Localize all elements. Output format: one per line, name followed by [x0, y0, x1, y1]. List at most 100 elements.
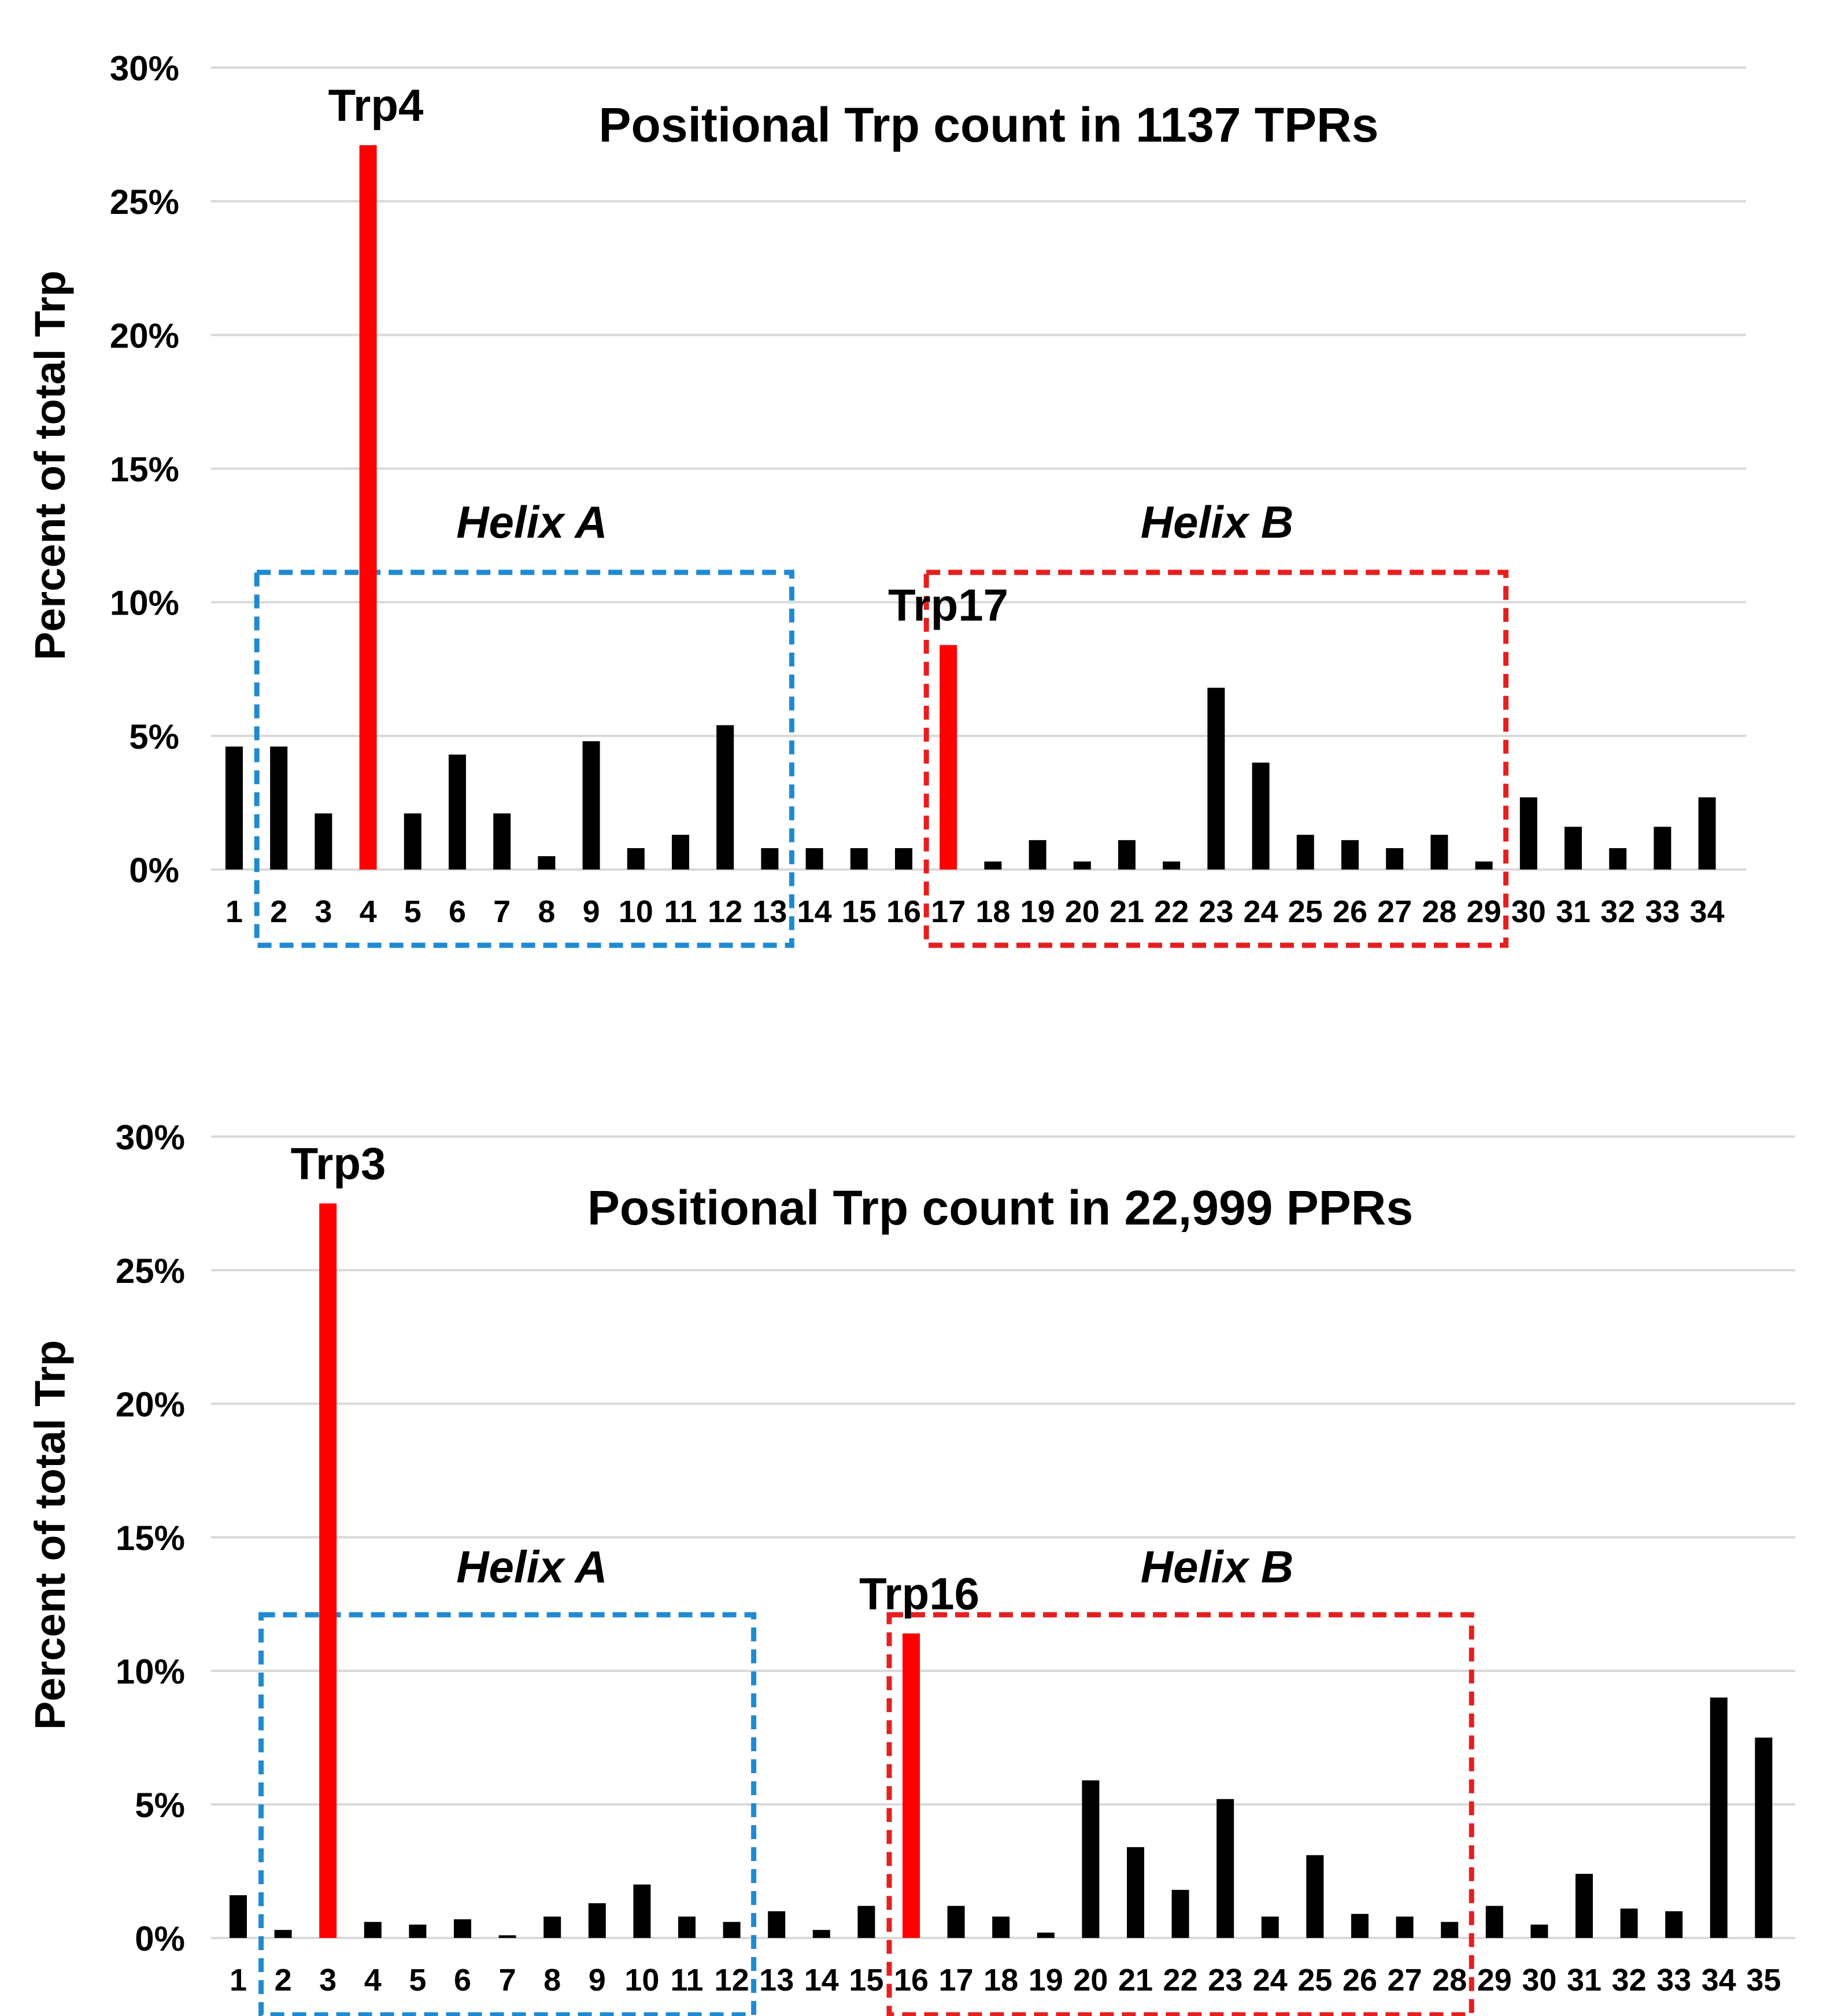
tpr-bar-21 [1118, 840, 1136, 870]
tpr-bar-12 [716, 725, 734, 870]
ppr-x-tick-label-7: 7 [499, 1963, 516, 1997]
ppr-bar-23 [1216, 1799, 1234, 1938]
tpr-x-tick-label-12: 12 [708, 894, 742, 929]
ppr-x-tick-label-23: 23 [1208, 1963, 1242, 1997]
ppr-bar-18 [992, 1917, 1010, 1938]
ppr-x-tick-label-1: 1 [230, 1963, 247, 1997]
ppr-bar-11 [678, 1917, 696, 1938]
tpr-y-tick-label: 5% [129, 717, 179, 756]
ppr-x-tick-label-19: 19 [1029, 1963, 1063, 1997]
ppr-bar-13 [768, 1911, 786, 1938]
ppr-x-tick-label-21: 21 [1118, 1963, 1153, 1997]
ppr-x-tick-label-8: 8 [543, 1963, 561, 1997]
ppr-annotation-trp3: Trp3 [291, 1138, 386, 1189]
ppr-y-tick-label: 0% [135, 1919, 185, 1958]
ppr-x-tick-label-28: 28 [1432, 1963, 1467, 1997]
ppr-bar-34 [1710, 1697, 1728, 1938]
tpr-x-tick-label-19: 19 [1020, 894, 1055, 929]
ppr-bar-16 [903, 1633, 920, 1938]
ppr-x-tick-label-31: 31 [1567, 1963, 1602, 1997]
ppr-chart-title: Positional Trp count in 22,999 PPRs [587, 1181, 1413, 1235]
tpr-annotation-trp4: Trp4 [328, 80, 424, 131]
ppr-bar-1 [230, 1895, 247, 1938]
ppr-y-tick-label: 15% [116, 1519, 185, 1558]
ppr-bar-33 [1665, 1911, 1683, 1938]
ppr-bar-5 [409, 1924, 427, 1938]
ppr-region-box-helix-b [886, 1612, 1474, 2016]
tpr-bar-33 [1654, 827, 1671, 870]
tpr-x-tick-label-18: 18 [975, 894, 1010, 929]
tpr-bar-5 [404, 813, 421, 870]
ppr-region-label-helix-a: Helix A [456, 1541, 608, 1592]
tpr-bar-29 [1475, 861, 1493, 870]
ppr-bar-26 [1351, 1914, 1369, 1938]
ppr-x-tick-label-25: 25 [1297, 1963, 1332, 1997]
tpr-x-tick-label-11: 11 [664, 894, 697, 929]
ppr-x-tick-label-11: 11 [670, 1963, 703, 1997]
tpr-x-tick-label-27: 27 [1377, 894, 1412, 929]
ppr-x-tick-label-17: 17 [939, 1963, 974, 1997]
tpr-bar-15 [850, 848, 868, 870]
ppr-chart-panel: 0%5%10%15%20%25%30% 1 2 3 4 5 6 7 8 9 10 11 12 13 14 1… [26, 1118, 1795, 2016]
ppr-x-tick-label-15: 15 [849, 1963, 883, 1997]
tpr-bar-3 [315, 813, 332, 870]
tpr-annotation-trp17: Trp17 [888, 580, 1008, 631]
ppr-bar-19 [1037, 1932, 1055, 1938]
ppr-x-tick-label-9: 9 [589, 1963, 606, 1997]
tpr-x-tick-label-26: 26 [1333, 894, 1367, 929]
ppr-bar-28 [1441, 1922, 1459, 1938]
tpr-bar-8 [538, 856, 556, 870]
ppr-x-tick-label-3: 3 [319, 1963, 336, 1997]
tpr-x-tick-label-1: 1 [225, 894, 243, 929]
tpr-bar-14 [805, 848, 823, 870]
tpr-x-tick-labels: 1 2 3 4 5 6 7 8 9 10 11 12 13 14 15 16 17 18 19 20 21 22 23 24 2… [225, 894, 1725, 929]
ppr-x-tick-label-26: 26 [1342, 1963, 1377, 1997]
tpr-bar-10 [627, 848, 645, 870]
ppr-bar-25 [1306, 1855, 1324, 1938]
ppr-x-tick-label-6: 6 [454, 1963, 471, 1997]
ppr-bar-4 [364, 1922, 382, 1938]
ppr-x-tick-label-18: 18 [983, 1963, 1018, 1997]
tpr-x-tick-label-14: 14 [797, 894, 832, 929]
ppr-x-tick-label-30: 30 [1522, 1963, 1556, 1997]
tpr-bar-34 [1698, 797, 1716, 870]
ppr-bar-12 [723, 1922, 741, 1938]
ppr-x-tick-label-32: 32 [1612, 1963, 1647, 1997]
tpr-y-tick-label: 20% [110, 316, 179, 355]
ppr-x-tick-label-14: 14 [804, 1963, 839, 1997]
ppr-annotations: Trp3 Trp16 [291, 1138, 979, 1619]
tpr-x-tick-label-29: 29 [1467, 894, 1501, 929]
tpr-x-tick-label-31: 31 [1556, 894, 1591, 929]
ppr-x-tick-label-24: 24 [1253, 1963, 1288, 1997]
ppr-region-labels: Helix A Helix B [456, 1541, 1293, 1592]
tpr-bar-23 [1207, 687, 1225, 870]
ppr-bars [230, 1203, 1773, 1938]
ppr-region-label-helix-b: Helix B [1141, 1541, 1293, 1592]
tpr-x-tick-label-24: 24 [1244, 894, 1278, 929]
ppr-x-tick-label-4: 4 [364, 1963, 382, 1997]
ppr-x-tick-label-27: 27 [1388, 1963, 1422, 1997]
tpr-bar-11 [672, 834, 689, 870]
tpr-region-box-helix-b [923, 569, 1509, 948]
ppr-y-tick-label: 20% [116, 1385, 185, 1424]
tpr-x-tick-label-33: 33 [1645, 894, 1680, 929]
ppr-bar-2 [274, 1930, 292, 1938]
ppr-bar-10 [633, 1884, 651, 1938]
tpr-x-tick-label-16: 16 [886, 894, 921, 929]
ppr-x-tick-label-16: 16 [894, 1963, 929, 1997]
tpr-x-tick-label-8: 8 [538, 894, 555, 929]
tpr-bar-18 [984, 861, 1002, 870]
ppr-x-tick-labels: 1 2 3 4 5 6 7 8 9 10 11 12 13 14 15 16 17 18 19 20 21 22 23 24 2… [230, 1963, 1781, 1997]
tpr-y-tick-labels: 0% 5% 10% 15% 20% 25% 30% [110, 49, 179, 890]
tpr-chart-title: Positional Trp count in 1137 TPRs [599, 98, 1379, 152]
tpr-helix-regions [254, 569, 1509, 948]
tpr-region-box-helix-a [254, 569, 794, 948]
ppr-annotation-trp16: Trp16 [859, 1568, 979, 1619]
tpr-y-tick-label: 25% [110, 183, 179, 221]
ppr-gridlines [211, 1135, 1795, 1939]
tpr-region-labels: Helix A Helix B [456, 497, 1293, 548]
ppr-x-tick-label-12: 12 [715, 1963, 749, 1997]
tpr-bar-31 [1565, 827, 1582, 870]
tpr-y-axis-label: Percent of total Trp [26, 271, 74, 660]
